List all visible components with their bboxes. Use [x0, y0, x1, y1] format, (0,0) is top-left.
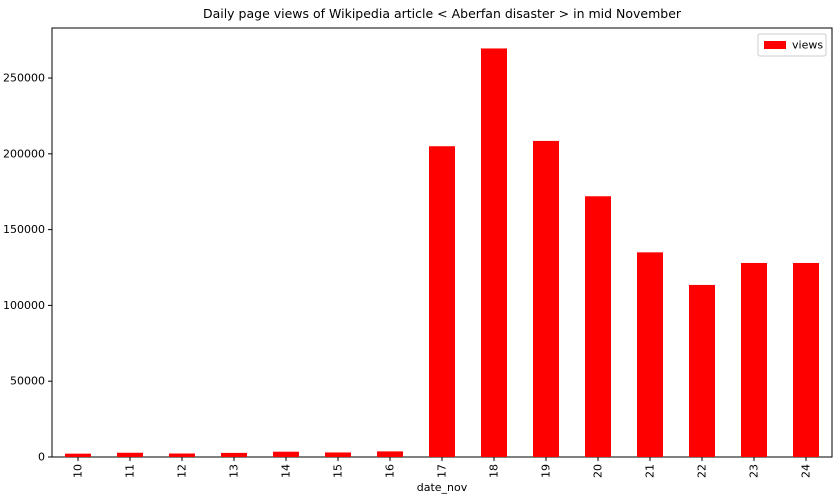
- x-tick-label-13: 13: [228, 464, 241, 478]
- x-tick-label-21: 21: [644, 464, 657, 478]
- bar-20: [585, 196, 611, 457]
- bar-18: [481, 48, 507, 458]
- bar-17: [429, 146, 455, 457]
- x-tick-label-24: 24: [800, 464, 813, 478]
- legend-label-views: views: [792, 39, 823, 52]
- x-tick-label-14: 14: [280, 464, 293, 478]
- bar-23: [741, 262, 767, 457]
- bar-24: [793, 262, 819, 457]
- x-axis-ticks: 10 11 12 13 14 15 16 17 18 19 20 21 22 23 24: [72, 457, 813, 478]
- x-tick-label-23: 23: [748, 464, 761, 478]
- x-tick-label-20: 20: [592, 464, 605, 478]
- x-tick-label-17: 17: [436, 464, 449, 478]
- legend: views: [757, 33, 827, 57]
- bar-11: [117, 452, 143, 457]
- y-tick-label-100000: 100000: [3, 299, 45, 312]
- bar-10: [65, 453, 91, 457]
- x-tick-label-22: 22: [696, 464, 709, 478]
- x-tick-label-12: 12: [176, 464, 189, 478]
- chart-title: Daily page views of Wikipedia article < …: [203, 6, 682, 21]
- x-tick-label-16: 16: [384, 464, 397, 478]
- legend-box: [757, 33, 827, 57]
- x-tick-label-11: 11: [124, 464, 137, 478]
- x-tick-label-10: 10: [72, 464, 85, 478]
- bar-14: [273, 451, 299, 457]
- bars-group: [65, 48, 819, 458]
- x-axis-label: date_nov: [417, 481, 468, 494]
- legend-swatch-views: [764, 41, 786, 49]
- bar-19: [533, 140, 559, 457]
- x-tick-label-19: 19: [540, 464, 553, 478]
- y-tick-label-250000: 250000: [3, 72, 45, 85]
- bar-21: [637, 252, 663, 457]
- y-tick-label-200000: 200000: [3, 147, 45, 160]
- y-tick-label-150000: 150000: [3, 223, 45, 236]
- bar-16: [377, 451, 403, 457]
- bar-15: [325, 452, 351, 457]
- y-tick-label-50000: 50000: [10, 375, 45, 388]
- bar-13: [221, 452, 247, 457]
- y-tick-label-0: 0: [38, 451, 45, 464]
- y-axis-ticks: 0 50000 100000 150000 200000 250000: [3, 72, 52, 464]
- x-tick-label-15: 15: [332, 464, 345, 478]
- bar-12: [169, 453, 195, 457]
- x-tick-label-18: 18: [488, 464, 501, 478]
- bar-22: [689, 284, 715, 457]
